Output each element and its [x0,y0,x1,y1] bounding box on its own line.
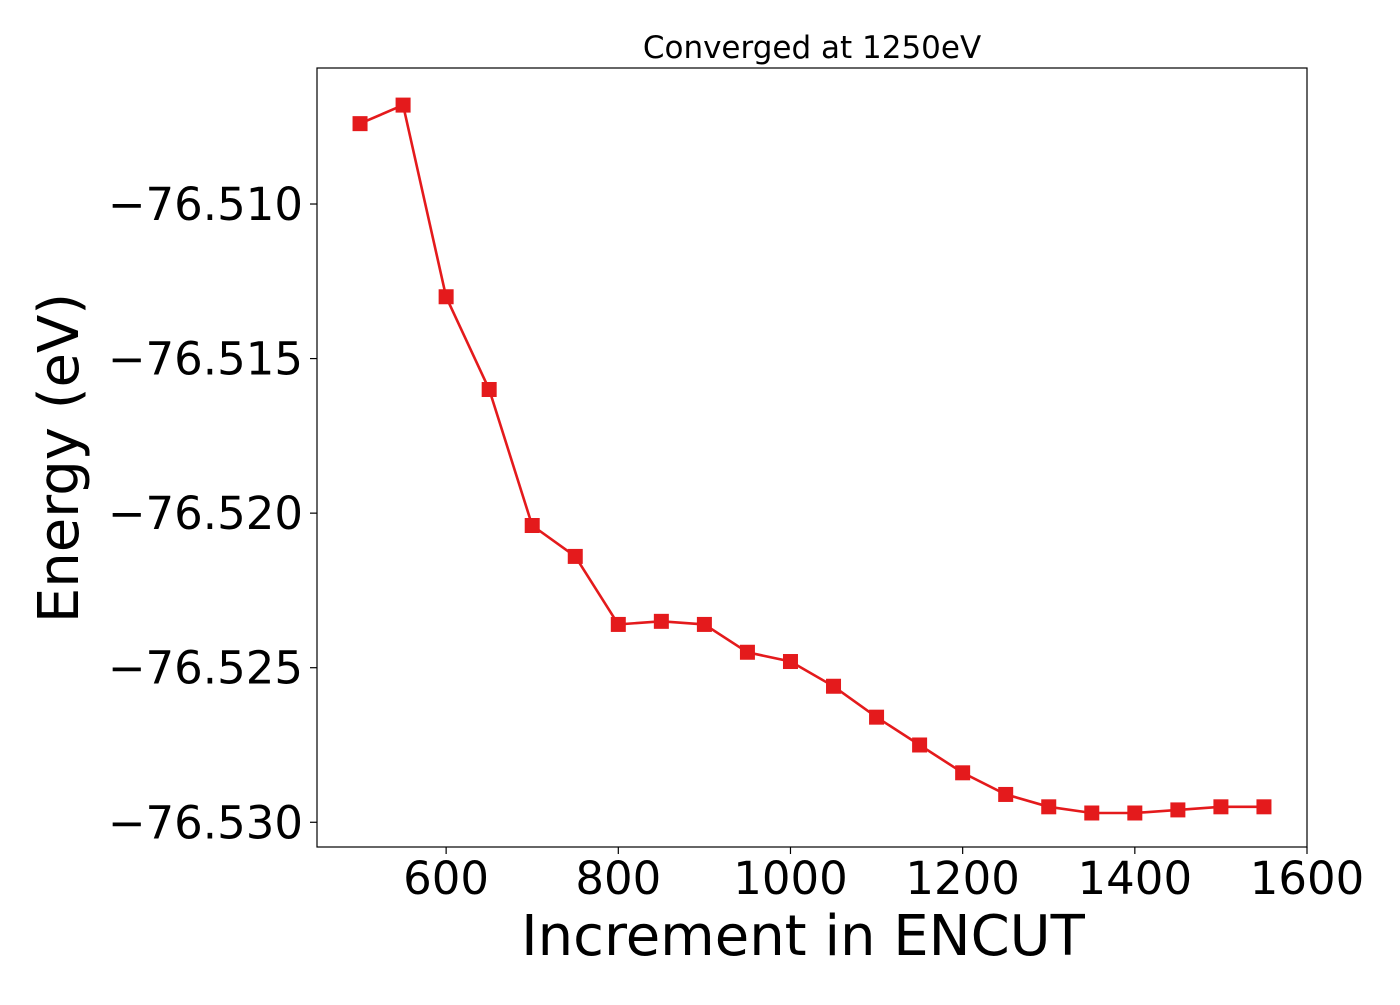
data-point-marker [1041,799,1057,815]
data-point-marker [524,518,540,534]
x-tick-label: 1400 [1078,852,1193,905]
series-markers [352,97,1272,821]
data-point-marker [610,616,626,632]
x-axis-label: Increment in ENCUT [521,904,1086,969]
y-tick-label: −76.510 [108,178,303,231]
data-point-marker [1127,805,1143,821]
data-point-marker [869,709,885,725]
x-tick-label: 1200 [905,852,1020,905]
data-point-marker [912,737,928,753]
data-point-marker [352,116,368,132]
y-axis-label: Energy (eV) [27,293,92,623]
y-tick-label: −76.520 [108,487,303,540]
data-point-marker [782,654,798,670]
data-point-marker [998,786,1014,802]
data-point-marker [567,548,583,564]
data-point-marker [955,765,971,781]
data-point-marker [739,644,755,660]
data-point-marker [1170,802,1186,818]
x-axis: 600 800 1000 1200 1400 1600 [403,847,1364,905]
data-point-marker [1084,805,1100,821]
plot-area [316,67,1308,848]
data-point-marker [438,289,454,305]
y-tick-label: −76.530 [108,796,303,849]
data-point-marker [395,97,411,113]
data-point-marker [1256,799,1272,815]
chart-title: Converged at 1250eV [643,30,981,66]
y-axis: −76.510 −76.515 −76.520 −76.525 −76.530 [108,178,317,849]
data-point-marker [696,616,712,632]
data-point-marker [481,381,497,397]
y-tick-label: −76.525 [108,642,303,695]
data-point-marker [653,613,669,629]
x-tick-label: 1600 [1250,852,1365,905]
y-tick-label: −76.515 [108,333,303,386]
series-line [359,103,1264,815]
x-tick-label: 800 [575,852,661,905]
x-tick-label: 1000 [733,852,848,905]
x-tick-label: 600 [403,852,489,905]
data-point-marker [826,678,842,694]
data-point-marker [1213,799,1229,815]
